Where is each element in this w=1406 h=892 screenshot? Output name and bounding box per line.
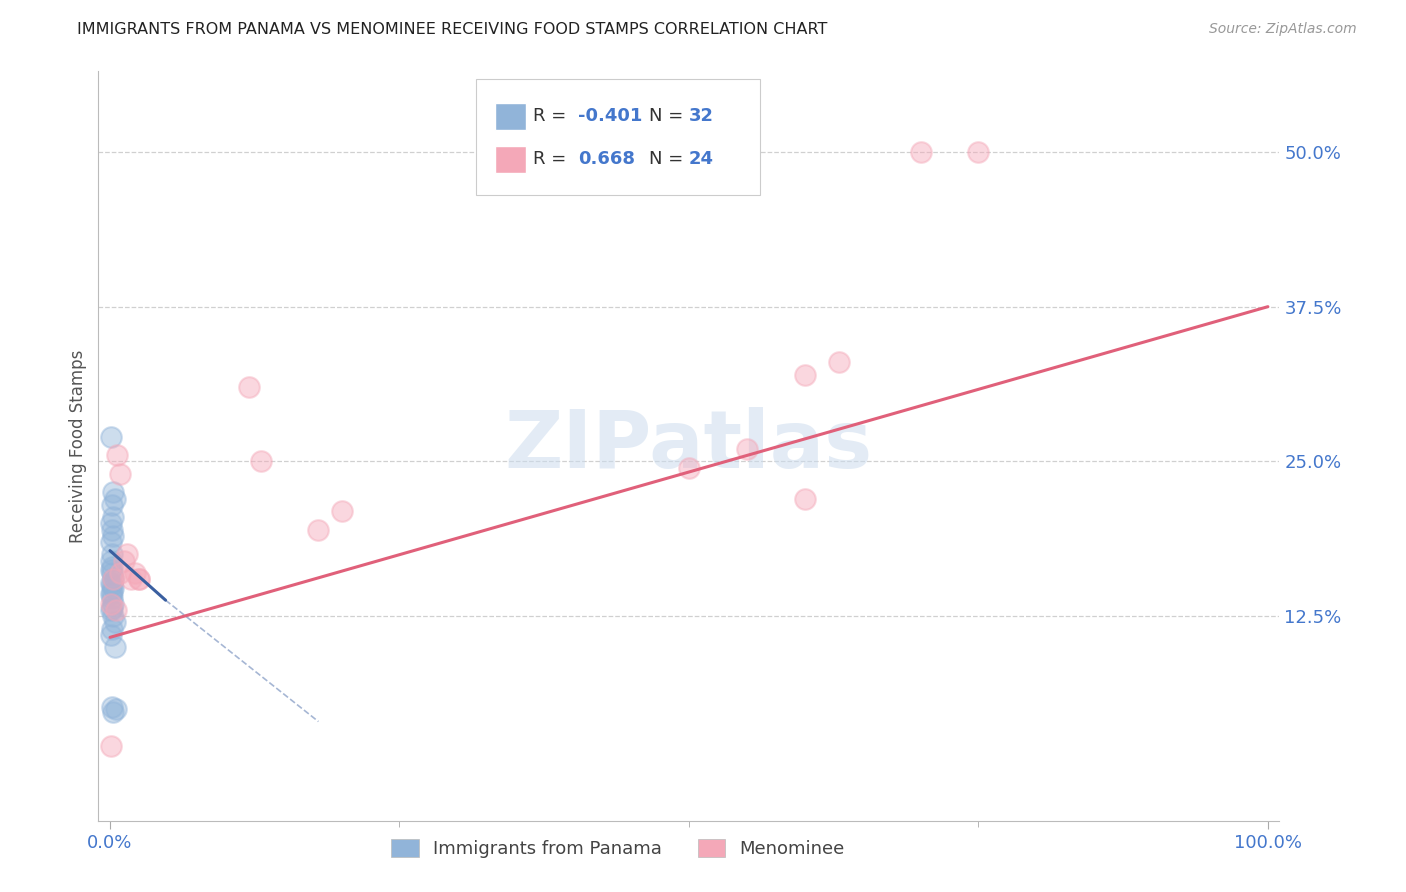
Point bbox=[101, 584, 124, 599]
Point bbox=[103, 597, 125, 611]
Point bbox=[101, 498, 124, 512]
Point bbox=[238, 380, 260, 394]
Point bbox=[104, 491, 127, 506]
Point bbox=[103, 581, 125, 595]
Point bbox=[103, 705, 125, 719]
Point bbox=[100, 516, 122, 531]
Text: N =: N = bbox=[648, 107, 689, 125]
Text: 0.668: 0.668 bbox=[578, 150, 636, 168]
Point bbox=[100, 739, 122, 754]
Point bbox=[101, 591, 124, 605]
Point bbox=[105, 448, 128, 462]
Point bbox=[120, 572, 142, 586]
Legend: Immigrants from Panama, Menominee: Immigrants from Panama, Menominee bbox=[384, 831, 852, 865]
Text: IMMIGRANTS FROM PANAMA VS MENOMINEE RECEIVING FOOD STAMPS CORRELATION CHART: IMMIGRANTS FROM PANAMA VS MENOMINEE RECE… bbox=[77, 22, 828, 37]
Point bbox=[100, 564, 122, 578]
Point bbox=[101, 523, 124, 537]
Point bbox=[101, 600, 124, 615]
Point bbox=[967, 145, 990, 159]
Point bbox=[910, 145, 932, 159]
Point bbox=[100, 575, 122, 590]
Point bbox=[110, 566, 132, 580]
Text: -0.401: -0.401 bbox=[578, 107, 643, 125]
Point bbox=[678, 460, 700, 475]
Point bbox=[100, 553, 122, 567]
Point bbox=[101, 699, 124, 714]
Point bbox=[103, 572, 125, 586]
Text: R =: R = bbox=[533, 107, 572, 125]
Point bbox=[104, 615, 127, 630]
Point bbox=[828, 355, 851, 369]
Point bbox=[110, 467, 132, 481]
Point bbox=[735, 442, 758, 456]
Point bbox=[100, 587, 122, 601]
Point bbox=[128, 572, 150, 586]
Point bbox=[104, 603, 127, 617]
Point bbox=[117, 547, 139, 561]
Point bbox=[112, 553, 135, 567]
Point bbox=[793, 491, 815, 506]
Point bbox=[128, 572, 150, 586]
Point bbox=[330, 504, 353, 518]
Point bbox=[100, 603, 122, 617]
Point bbox=[103, 609, 125, 624]
FancyBboxPatch shape bbox=[495, 145, 526, 172]
Point bbox=[101, 559, 124, 574]
Point bbox=[101, 566, 124, 580]
Text: ZIPatlas: ZIPatlas bbox=[505, 407, 873, 485]
Point bbox=[101, 578, 124, 592]
Text: N =: N = bbox=[648, 150, 689, 168]
Point bbox=[103, 572, 125, 586]
Text: R =: R = bbox=[533, 150, 578, 168]
Point bbox=[101, 547, 124, 561]
Text: Source: ZipAtlas.com: Source: ZipAtlas.com bbox=[1209, 22, 1357, 37]
Point bbox=[124, 566, 146, 580]
Point bbox=[793, 368, 815, 382]
Point bbox=[104, 640, 127, 655]
Point bbox=[104, 702, 127, 716]
Point bbox=[103, 510, 125, 524]
Point bbox=[103, 485, 125, 500]
Point bbox=[100, 597, 122, 611]
Y-axis label: Receiving Food Stamps: Receiving Food Stamps bbox=[69, 350, 87, 542]
Text: 32: 32 bbox=[689, 107, 714, 125]
Point bbox=[307, 523, 329, 537]
FancyBboxPatch shape bbox=[477, 78, 759, 195]
Point bbox=[100, 535, 122, 549]
Text: 24: 24 bbox=[689, 150, 714, 168]
Point bbox=[103, 529, 125, 543]
Point bbox=[249, 454, 271, 468]
FancyBboxPatch shape bbox=[495, 103, 526, 130]
Point bbox=[100, 430, 122, 444]
Point bbox=[100, 628, 122, 642]
Point bbox=[101, 622, 124, 636]
